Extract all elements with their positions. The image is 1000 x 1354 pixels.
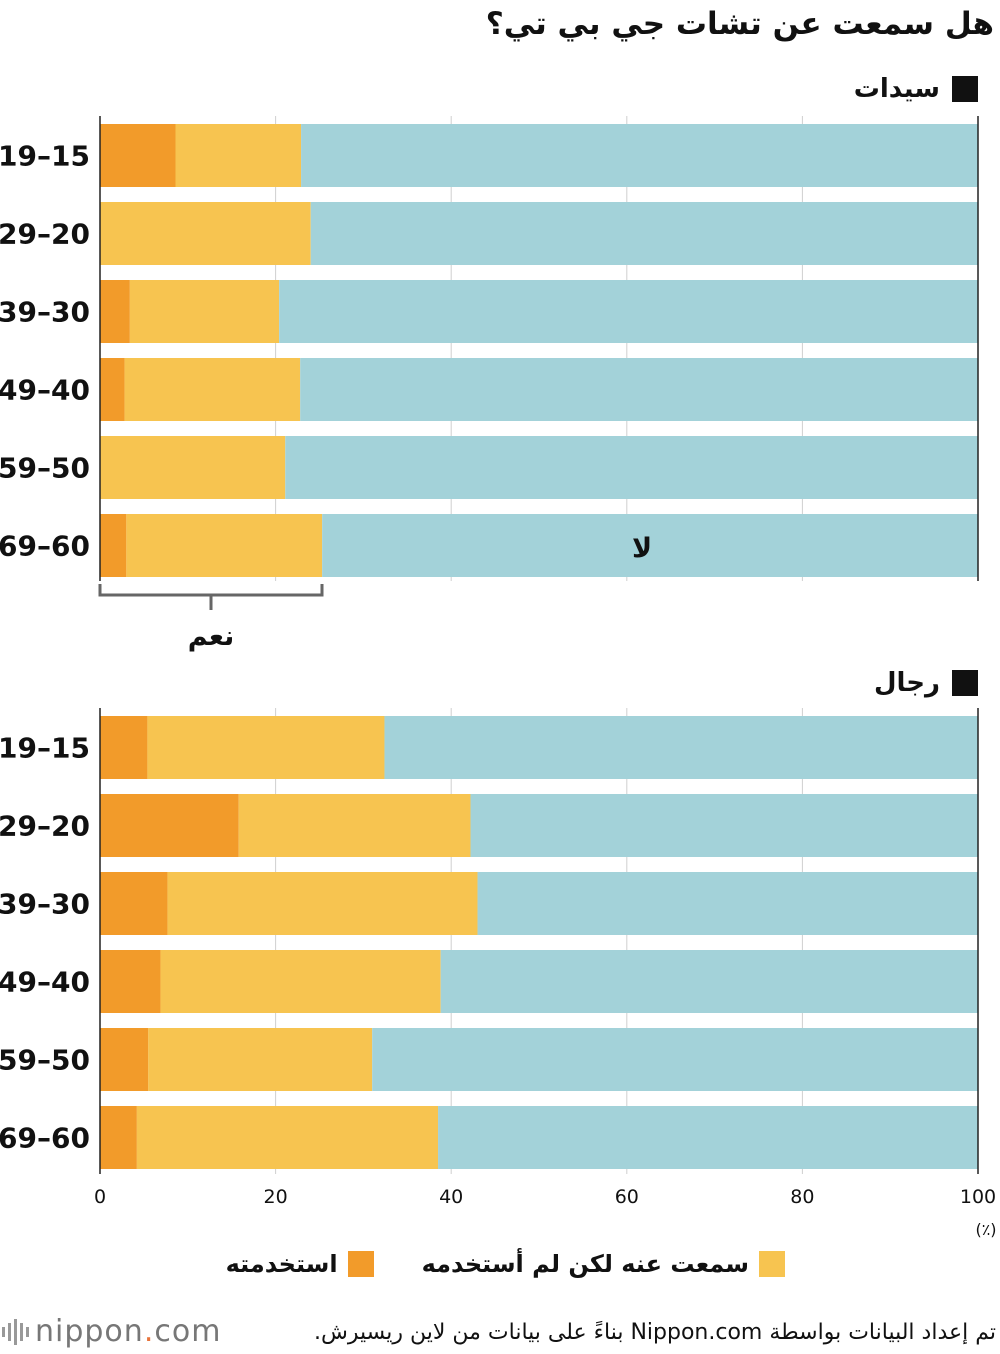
yes-bracket bbox=[98, 584, 324, 610]
section-marker-square bbox=[952, 76, 978, 102]
bar-segment-heard bbox=[136, 1106, 439, 1169]
chart-title: هل سمعت عن تشات جي بي تي؟ bbox=[485, 6, 994, 42]
category-labels: 19–15 29–20 39–30 49–40 59–50 69–60 19–15 29–20… bbox=[0, 140, 90, 1155]
bar-segment-no bbox=[477, 872, 978, 935]
section-label-men: رجال bbox=[873, 668, 940, 698]
category-label: 39–30 bbox=[0, 296, 90, 329]
bar-segment-used bbox=[100, 1028, 149, 1091]
bar-segment-heard bbox=[129, 280, 280, 343]
bar-segment-no bbox=[470, 794, 978, 857]
bar-segment-heard bbox=[100, 436, 286, 499]
category-label: 69–60 bbox=[0, 1122, 90, 1155]
x-tick-label: 60 bbox=[615, 1186, 639, 1208]
section-title-women: سيدات bbox=[854, 72, 978, 106]
x-axis-unit: (٪) bbox=[975, 1220, 996, 1239]
bar-segment-no bbox=[384, 716, 978, 779]
x-tick-label: 100 bbox=[960, 1186, 996, 1208]
legend-swatch-heard bbox=[759, 1251, 785, 1277]
nippon-logo: nippon.com bbox=[2, 1314, 221, 1349]
section-label-women: سيدات bbox=[853, 74, 940, 104]
bar-segment-used bbox=[100, 950, 161, 1013]
legend: سمعت عنه لكن لم أستخدمه استخدمته bbox=[226, 1250, 785, 1278]
logo-text: nippon.com bbox=[35, 1314, 222, 1349]
bar-segment-no bbox=[285, 436, 978, 499]
category-label: 39–30 bbox=[0, 888, 90, 921]
legend-label-used: استخدمته bbox=[225, 1250, 338, 1278]
bar-segment-heard bbox=[238, 794, 471, 857]
bar-segment-heard bbox=[175, 124, 302, 187]
x-tick-label: 80 bbox=[790, 1186, 814, 1208]
bar-segment-no bbox=[372, 1028, 978, 1091]
bar-segment-used bbox=[100, 358, 125, 421]
annotations: نعم لا bbox=[98, 533, 652, 652]
x-tick-label: 0 bbox=[94, 1186, 106, 1208]
bar-segment-used bbox=[100, 1106, 137, 1169]
gridlines bbox=[275, 116, 803, 1174]
category-label: 59–50 bbox=[0, 452, 90, 485]
legend-swatch-used bbox=[347, 1251, 374, 1277]
bar-segment-heard bbox=[100, 202, 311, 265]
x-axis: 0 20 40 60 80 100 (٪) bbox=[94, 116, 997, 1239]
category-label: 49–40 bbox=[0, 374, 90, 407]
bar-segment-heard bbox=[167, 872, 478, 935]
bar-segment-used bbox=[100, 872, 168, 935]
category-label: 69–60 bbox=[0, 530, 90, 563]
category-label: 59–50 bbox=[0, 1044, 90, 1077]
bar-segment-no bbox=[301, 124, 978, 187]
category-label: 19–15 bbox=[0, 140, 90, 173]
bar-segment-no bbox=[300, 358, 979, 421]
x-tick-label: 40 bbox=[439, 1186, 463, 1208]
category-label: 19–15 bbox=[0, 732, 90, 765]
bar-segment-no bbox=[322, 514, 978, 577]
category-label: 29–20 bbox=[0, 810, 90, 843]
section-marker-square bbox=[952, 670, 978, 696]
logo-mark-icon bbox=[2, 1318, 29, 1345]
legend-item-heard: سمعت عنه لكن لم أستخدمه bbox=[422, 1250, 785, 1278]
bar-segment-no bbox=[310, 202, 979, 265]
bar-segment-used bbox=[100, 716, 148, 779]
bar-segment-heard bbox=[147, 716, 385, 779]
bar-segment-no bbox=[440, 950, 978, 1013]
no-label: لا bbox=[632, 533, 652, 564]
bar-segment-heard bbox=[160, 950, 441, 1013]
bar-segment-used bbox=[100, 280, 130, 343]
bar-segment-no bbox=[279, 280, 978, 343]
legend-item-used: استخدمته bbox=[226, 1250, 374, 1278]
x-tick-label: 20 bbox=[264, 1186, 288, 1208]
bar-segment-no bbox=[438, 1106, 978, 1169]
bar-segment-heard bbox=[126, 514, 323, 577]
bars bbox=[100, 124, 979, 1169]
source-note: تم إعداد البيانات بواسطة Nippon.com بناء… bbox=[313, 1320, 996, 1345]
section-title-men: رجال bbox=[874, 666, 978, 700]
category-label: 29–20 bbox=[0, 218, 90, 251]
category-label: 49–40 bbox=[0, 966, 90, 999]
legend-label-heard: سمعت عنه لكن لم أستخدمه bbox=[421, 1250, 749, 1278]
yes-label: نعم bbox=[188, 621, 235, 652]
bar-segment-heard bbox=[124, 358, 301, 421]
bar-segment-used bbox=[100, 794, 239, 857]
bar-segment-used bbox=[100, 514, 127, 577]
bar-segment-heard bbox=[148, 1028, 373, 1091]
bar-segment-used bbox=[100, 124, 176, 187]
